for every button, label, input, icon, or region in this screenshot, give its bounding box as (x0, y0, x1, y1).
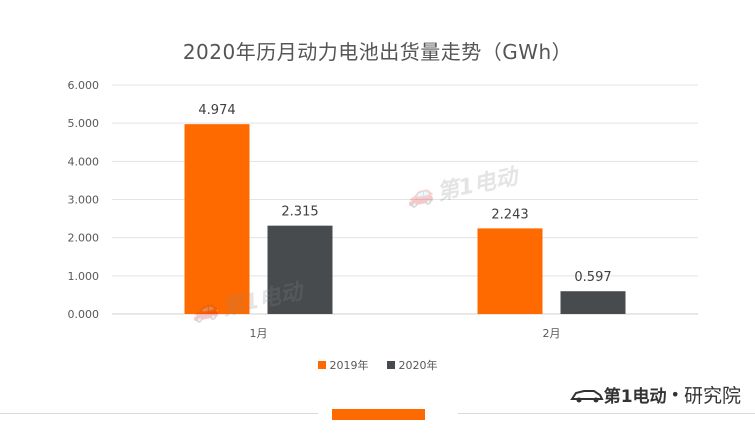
footer-divider-right (458, 413, 755, 414)
bar (267, 225, 333, 314)
data-label: 4.974 (198, 103, 235, 118)
y-tick-label: 2.000 (68, 232, 100, 245)
car-icon (569, 389, 604, 402)
legend-item-2019: 2019年 (317, 357, 369, 373)
data-label: 2.243 (491, 207, 528, 222)
footer-accent-bar (332, 409, 425, 420)
brand-logo-text: 第1电动 (603, 387, 667, 407)
bar (477, 228, 543, 314)
y-tick-label: 0.000 (68, 308, 100, 321)
bar (560, 291, 626, 314)
legend-swatch-2020 (386, 361, 395, 369)
bar (184, 124, 250, 314)
brand-logo: 第1电动 (569, 382, 667, 407)
brand-separator: • (670, 385, 680, 404)
footer-divider-left (0, 413, 318, 414)
y-tick-label: 5.000 (68, 117, 100, 130)
data-label: 2.315 (281, 205, 318, 220)
legend-label-2020: 2020年 (398, 359, 438, 372)
legend-label-2019: 2019年 (329, 359, 369, 372)
legend-item-2020: 2020年 (386, 357, 438, 373)
legend: 2019年 2020年 (0, 357, 755, 373)
y-tick-label: 4.000 (68, 155, 100, 168)
data-label: 0.597 (574, 270, 611, 285)
x-tick-label: 1月 (250, 327, 268, 340)
brand-mark: 第1电动 • 研究院 (569, 381, 741, 408)
y-tick-label: 6.000 (68, 79, 100, 92)
y-tick-label: 3.000 (68, 194, 100, 207)
chart-title: 2020年历月动力电池出货量走势（GWh） (182, 40, 573, 64)
x-tick-label: 2月 (543, 327, 561, 340)
y-tick-label: 1.000 (68, 270, 100, 283)
legend-swatch-2019 (317, 361, 326, 369)
brand-name: 研究院 (683, 385, 741, 407)
